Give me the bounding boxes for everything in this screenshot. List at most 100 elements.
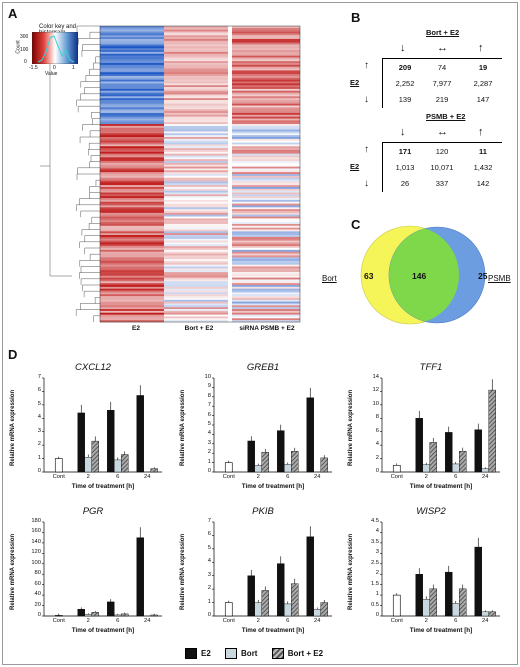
heatmap-cell (232, 240, 300, 243)
bar-bort-e2 (121, 454, 129, 473)
heatmap-cell (232, 114, 300, 117)
heatmap-cell (100, 77, 164, 80)
heatmap-cell (164, 131, 228, 134)
heatmap-cell (100, 57, 164, 60)
heatmap-cell (232, 227, 300, 230)
bar-e2 (107, 410, 115, 473)
heatmap-cell (100, 33, 164, 36)
heatmap-cell (164, 116, 228, 119)
y-tick-label: 3 (207, 439, 211, 446)
heatmap-cell (164, 251, 228, 254)
heatmap-cell (164, 72, 228, 75)
legend-label-e2: E2 (201, 648, 211, 658)
heatmap-cell (164, 301, 228, 304)
heatmap-cell (164, 64, 228, 67)
color-key-ytick-0: 300 (20, 34, 29, 40)
heatmap-cell (164, 275, 228, 278)
y-tick-label: 2 (207, 449, 211, 456)
x-axis-label: Time of treatment [h] (71, 483, 135, 490)
heatmap-cell (100, 138, 164, 141)
heatmap-cell (164, 107, 228, 110)
y-tick-label: 0 (207, 468, 211, 474)
heatmap-cell (164, 257, 228, 260)
bar-chart-cxcl12: CXCL12 Relative mRNA expression Time of tr… (8, 358, 173, 498)
heatmap-cell (232, 205, 300, 208)
heatmap-cell (232, 94, 300, 97)
bar-bort (84, 614, 92, 617)
heatmap-cell (100, 277, 164, 280)
y-tick-label: 3.5 (370, 538, 379, 545)
heatmap-cell (232, 218, 300, 221)
color-key-xtick-0: -1.5 (29, 65, 38, 71)
heatmap-col-label-sirna: siRNA PSMB + E2 (239, 325, 295, 332)
heatmap-cell (232, 38, 300, 42)
heatmap-cell (232, 175, 300, 178)
y-tick-label: 8 (207, 392, 211, 399)
heatmap-cell (164, 33, 228, 36)
y-tick-label: 120 (31, 549, 41, 556)
heatmap-cell (232, 238, 300, 241)
heatmap-cell (100, 229, 164, 232)
bar-bort-e2 (459, 450, 467, 473)
y-tick-label: 6 (207, 411, 211, 418)
heatmap-cell (164, 290, 228, 293)
heatmap-cell (232, 268, 300, 271)
bar-bort-e2 (91, 612, 99, 617)
heatmap-cell (232, 244, 300, 247)
heatmap-cell (100, 216, 164, 219)
heatmap-cell (100, 172, 164, 175)
heatmap-cell (164, 168, 228, 171)
heatmap-cell (100, 220, 164, 223)
heatmap-cell (164, 238, 228, 241)
heatmap-cell (100, 149, 164, 153)
venn-diagram (360, 225, 486, 325)
heatmap-cell (100, 46, 164, 49)
heatmap (40, 25, 301, 323)
heatmap-cell (232, 151, 300, 154)
heatmap-cell (164, 57, 228, 60)
y-tick-label: 20 (34, 601, 41, 608)
heatmap-cell (164, 299, 228, 302)
heatmap-cell (100, 112, 164, 116)
y-tick-label: 1 (207, 458, 211, 465)
heatmap-cell (100, 303, 164, 306)
heatmap-cell (100, 66, 164, 69)
heatmap-cell (232, 174, 300, 177)
heatmap-cell (232, 279, 300, 282)
heatmap-cell (100, 312, 164, 315)
bar-bort-e2 (261, 452, 269, 473)
heatmap-cell (100, 127, 164, 130)
heatmap-cell (164, 229, 228, 232)
heatmap-cell (100, 294, 164, 297)
heatmap-cell (164, 148, 228, 151)
heatmap-cell (100, 94, 164, 97)
bar-bort-e2 (488, 389, 496, 473)
x-tick-label: 2 (86, 474, 90, 480)
heatmap-cell (164, 305, 228, 308)
heatmap-cell (232, 314, 300, 317)
heatmap-cell (232, 192, 300, 195)
heatmap-cell (100, 198, 164, 201)
heatmap-cell (100, 283, 164, 286)
heatmap-cell (164, 316, 228, 319)
heatmap-cell (232, 257, 300, 260)
heatmap-cell (100, 177, 164, 180)
heatmap-cell (100, 275, 164, 278)
y-tick-label: 2 (207, 585, 211, 592)
heatmap-cell (164, 185, 228, 188)
venn-label-bort: Bort (322, 274, 337, 283)
table-cell: 7,977 (432, 79, 452, 88)
heatmap-cell (232, 179, 300, 182)
venn-overlap (389, 227, 459, 323)
chart-title: WISP2 (416, 506, 446, 517)
y-tick-label: 160 (31, 528, 41, 535)
heatmap-cell (164, 175, 228, 178)
heatmap-cell (100, 270, 164, 273)
bar-chart-plot (212, 521, 332, 617)
heatmap-cell (232, 196, 300, 199)
heatmap-cell (232, 164, 300, 167)
heatmap-cell (232, 124, 300, 127)
heatmap-cell (164, 51, 228, 55)
bar-bort (422, 464, 430, 473)
